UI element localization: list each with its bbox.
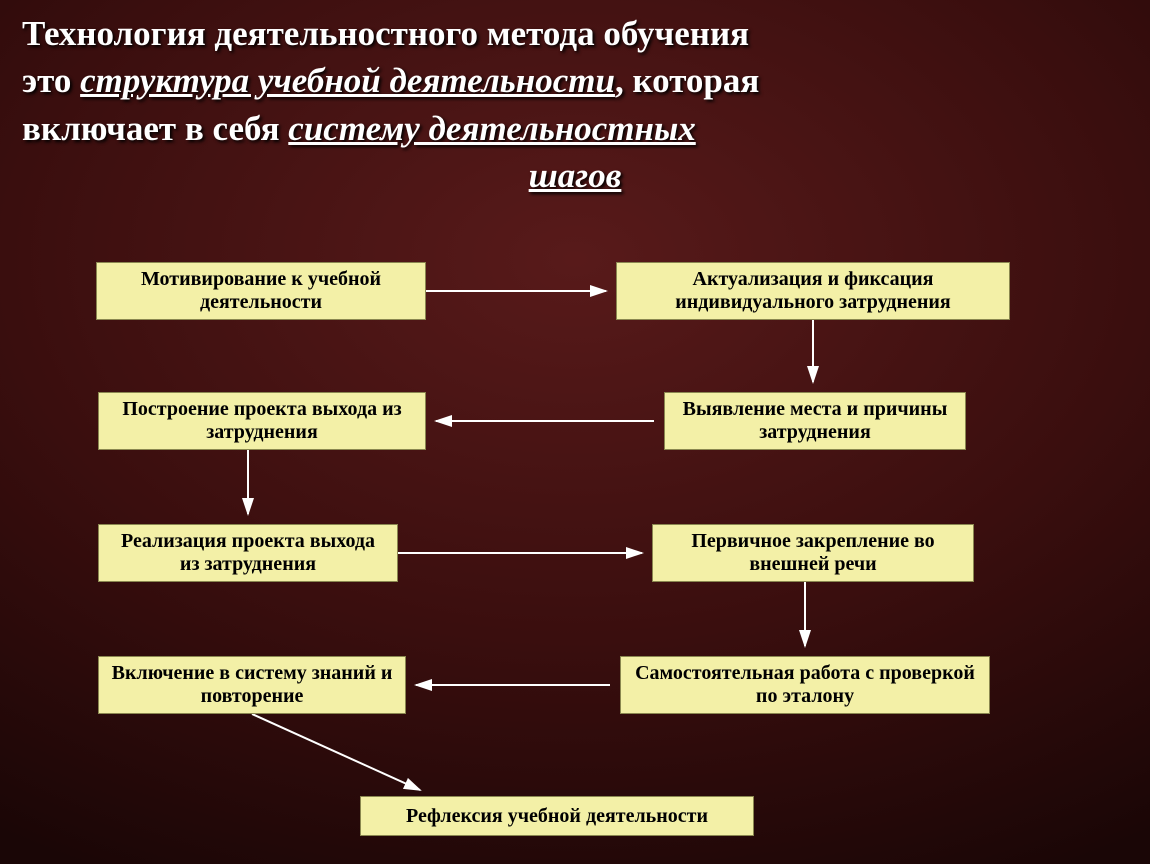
- title-line4-u: шагов: [529, 156, 622, 195]
- flow-node-n6: Первичное закрепление во внешней речи: [652, 524, 974, 582]
- title-line2-a: это: [22, 61, 71, 100]
- title-line1: Технология деятельностного метода обучен…: [22, 10, 1128, 57]
- title-line4: шагов: [22, 152, 1128, 199]
- title-line2-b: , которая: [615, 61, 759, 100]
- title-line3-u: систему деятельностных: [288, 109, 695, 148]
- title-line3-a: включает в себя: [22, 109, 280, 148]
- title-line3: включает в себя систему деятельностных: [22, 105, 1128, 152]
- flow-node-n5: Реализация проекта выхода из затруднения: [98, 524, 398, 582]
- title-line2-u: структура учебной деятельности: [80, 61, 615, 100]
- flow-node-n2: Актуализация и фиксация индивидуального …: [616, 262, 1010, 320]
- flow-node-n7: Включение в систему знаний и повторение: [98, 656, 406, 714]
- flow-node-n9: Рефлексия учебной деятельности: [360, 796, 754, 836]
- title-line2: это структура учебной деятельности, кото…: [22, 57, 1128, 104]
- edge-n7-n9: [252, 714, 420, 790]
- flow-node-n1: Мотивирование к учебной деятельности: [96, 262, 426, 320]
- slide: Технология деятельностного метода обучен…: [0, 0, 1150, 864]
- flow-node-n4: Выявление места и причины затруднения: [664, 392, 966, 450]
- slide-title: Технология деятельностного метода обучен…: [22, 10, 1128, 199]
- flow-node-n8: Самостоятельная работа с проверкой по эт…: [620, 656, 990, 714]
- flow-node-n3: Построение проекта выхода из затруднения: [98, 392, 426, 450]
